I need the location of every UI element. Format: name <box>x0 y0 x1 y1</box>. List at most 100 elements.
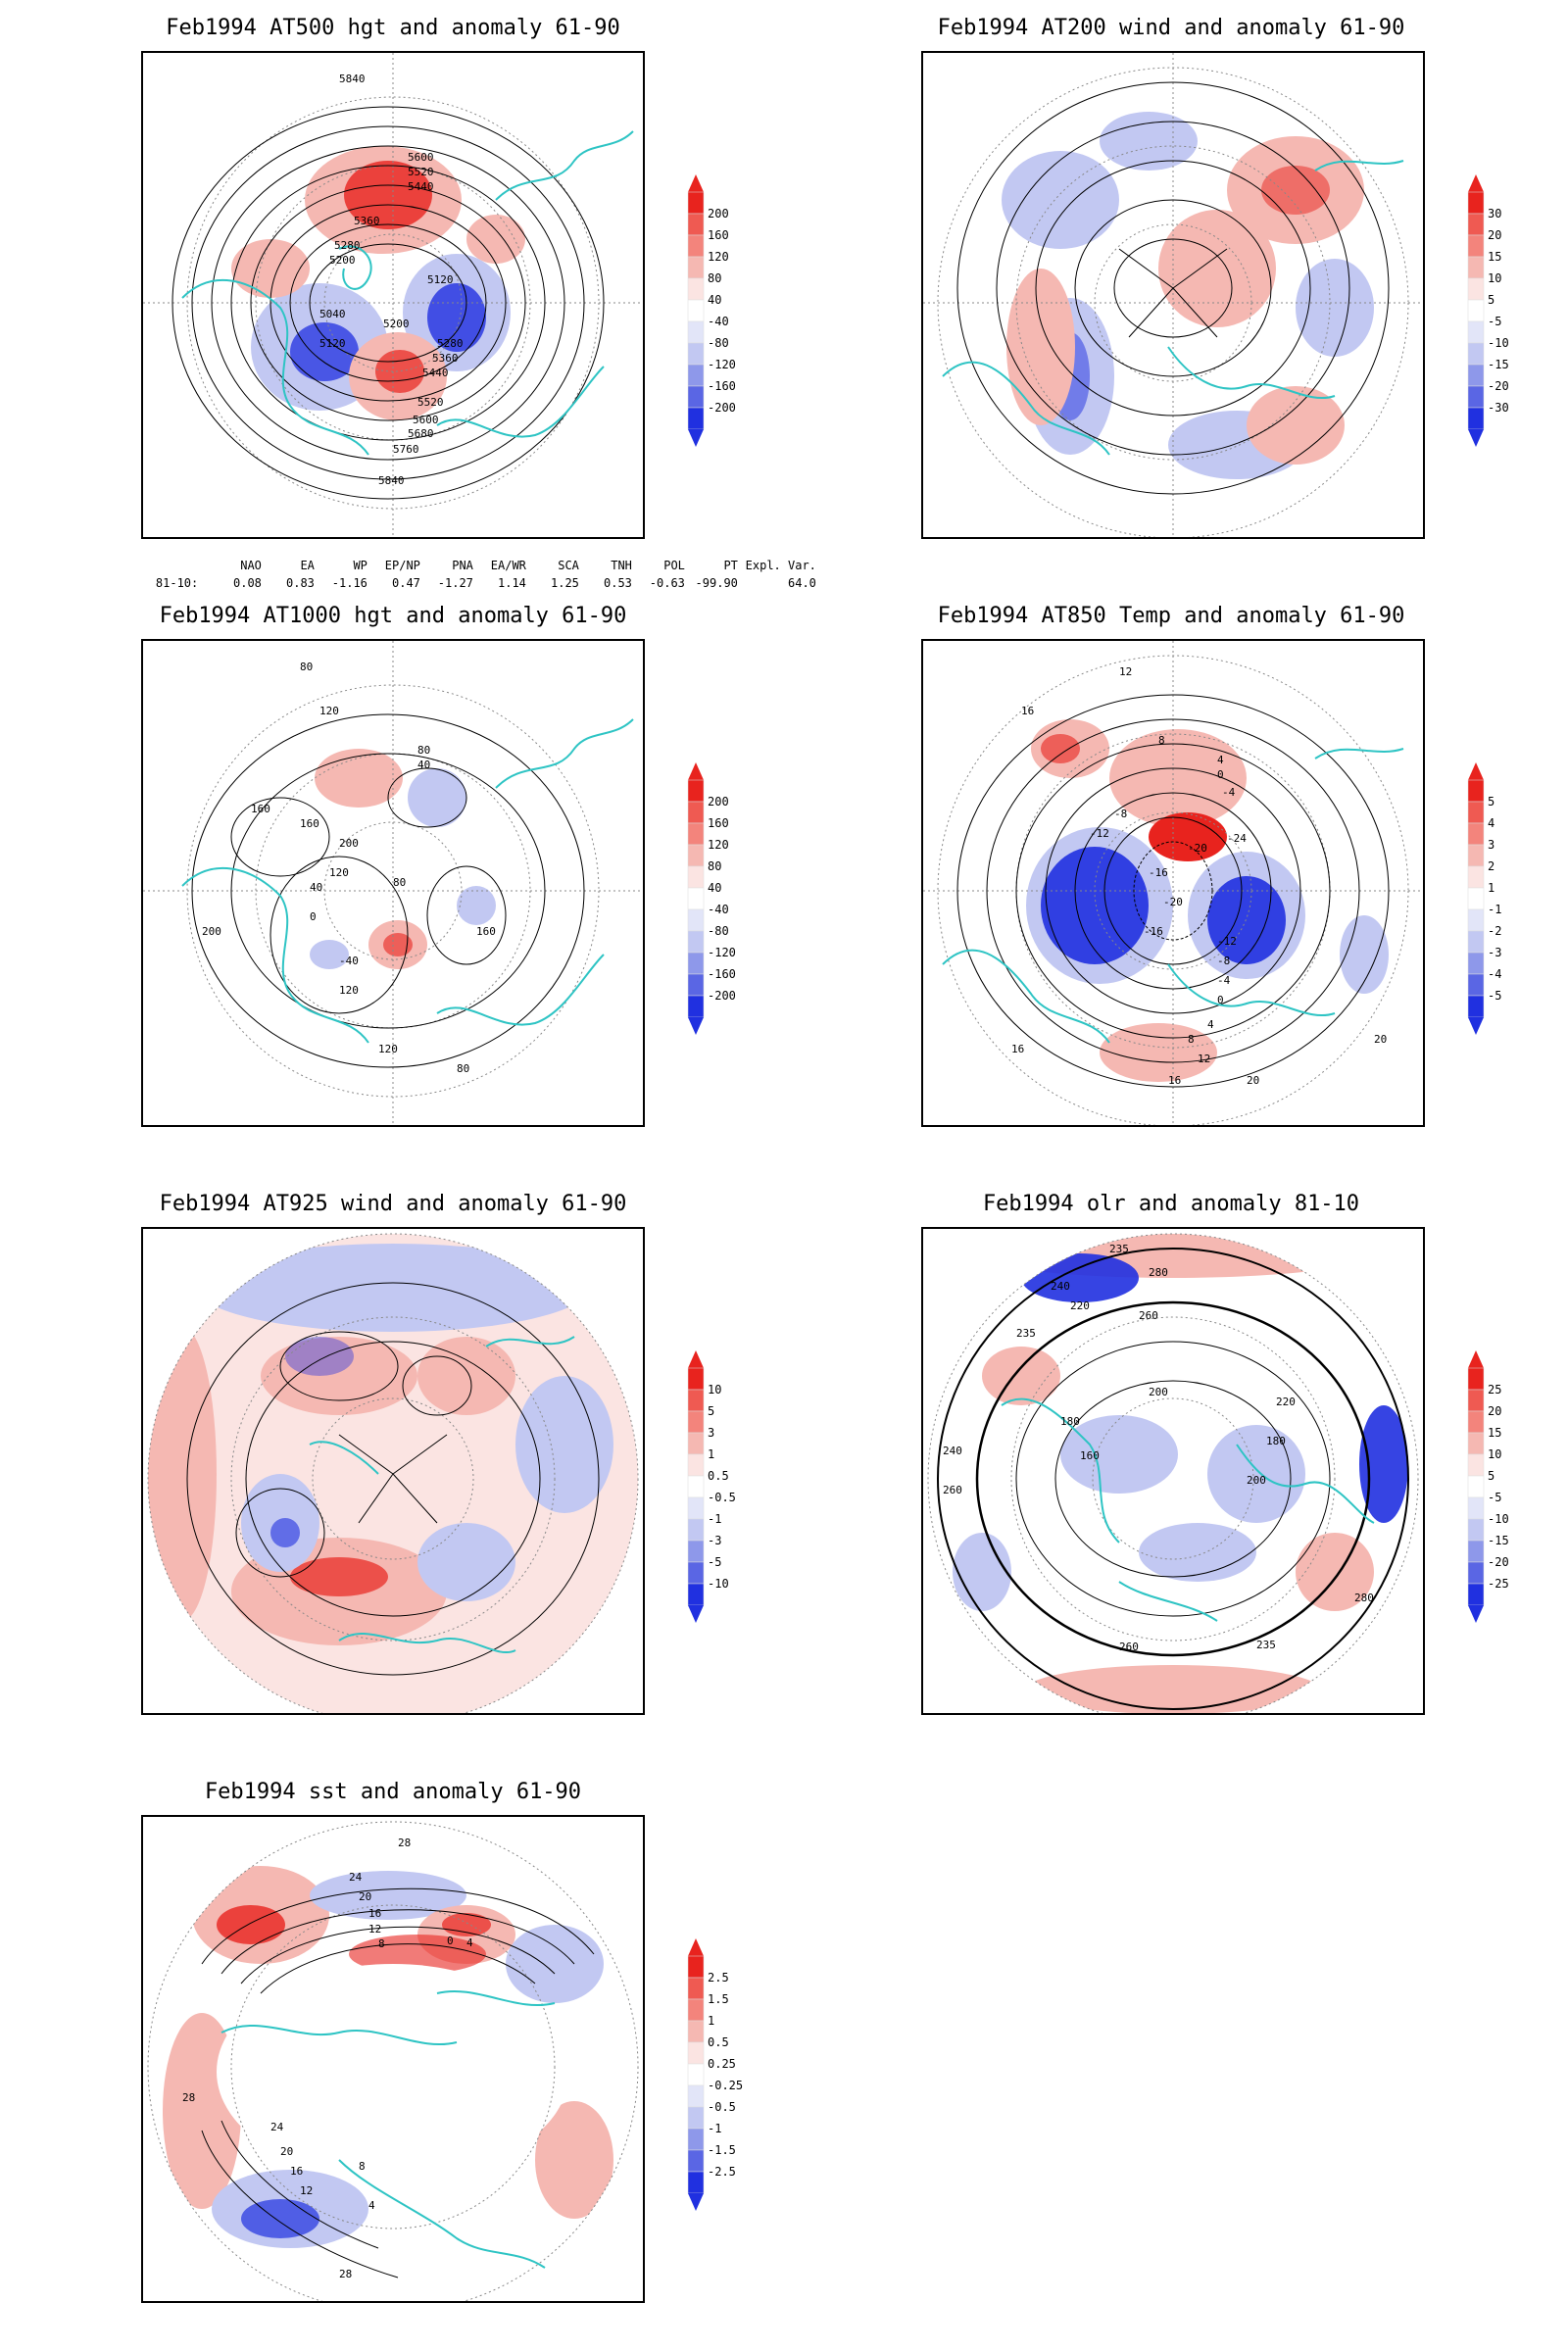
polar-grid <box>147 1821 639 2301</box>
colorbar-tick-label: -2 <box>1488 924 1501 938</box>
idx-val: -0.63 <box>649 576 685 590</box>
contour-label: 220 <box>1276 1396 1296 1408</box>
contour-label: 280 <box>1149 1266 1168 1279</box>
contour-label: 40 <box>417 759 430 771</box>
map-at1000: 80 120 80 40 160 200 160 120 80 40 0 -40… <box>141 639 645 1127</box>
contour-label: 5600 <box>408 151 434 164</box>
colorbar-tick-label: -120 <box>708 946 736 959</box>
colorbar-segment <box>687 1367 705 1391</box>
idx-head: Expl. Var. <box>745 559 816 572</box>
colorbar-bottom-arrow <box>688 2193 704 2211</box>
idx-val: 1.14 <box>498 576 526 590</box>
contour-label: 20 <box>1247 1074 1259 1087</box>
colorbar-segment <box>687 822 705 846</box>
colorbar-tick-label: -1 <box>708 1512 721 1526</box>
contour-label: 20 <box>359 1890 371 1903</box>
contour-label: 4 <box>1207 1018 1214 1031</box>
colorbar-tick-label: -10 <box>1488 1512 1509 1526</box>
contour-label: 280 <box>1354 1592 1374 1604</box>
colorbar-at500: 200 160 120 80 40 -40 -80 -120 -160 -200 <box>686 172 745 447</box>
colorbar-bottom-arrow <box>1468 429 1484 447</box>
colorbar-segment <box>687 1389 705 1412</box>
contour-label: 120 <box>319 705 339 717</box>
colorbar-segment <box>1467 299 1485 322</box>
contour-label: 5200 <box>329 254 356 267</box>
contour-label: 5440 <box>422 367 449 379</box>
colorbar-tick-label: 5 <box>1488 795 1494 808</box>
contour-label: -8 <box>1114 808 1127 820</box>
colorbar-top-arrow <box>1468 174 1484 192</box>
colorbar-segment <box>687 277 705 301</box>
colorbar-tick-label: -3 <box>1488 946 1501 959</box>
contour-label: -40 <box>339 955 359 967</box>
contour-label: 200 <box>339 837 359 850</box>
colorbar-segment <box>687 995 705 1018</box>
contour-label: 200 <box>1149 1386 1168 1398</box>
colorbar-segment <box>1467 277 1485 301</box>
colorbar-top-arrow <box>688 174 704 192</box>
contour-label: 24 <box>349 1871 363 1884</box>
contour-label: 28 <box>182 2091 195 2104</box>
contour-label: 180 <box>1060 1415 1080 1428</box>
contour-label: 16 <box>1011 1043 1024 1055</box>
colorbar-segment <box>687 1540 705 1563</box>
colorbar-tick-label: -80 <box>708 924 729 938</box>
colorbar-segment <box>687 2041 705 2065</box>
anomaly-shading <box>1002 112 1374 479</box>
contour-label: 80 <box>417 744 430 757</box>
coastlines <box>181 130 634 456</box>
contour-label: 16 <box>1021 705 1034 717</box>
colorbar-segment <box>1467 1410 1485 1434</box>
contour-label: 180 <box>1266 1435 1286 1447</box>
colorbar-segment <box>1467 908 1485 932</box>
colorbar-tick-label: 1 <box>708 2014 714 2028</box>
idx-head: PNA <box>452 559 473 572</box>
colorbar-segment <box>687 779 705 803</box>
contour-label: 5280 <box>437 337 464 350</box>
colorbar-segment <box>1467 234 1485 258</box>
colorbar-segment <box>687 191 705 215</box>
colorbar-segment <box>1467 1432 1485 1455</box>
colorbar-segment <box>687 320 705 344</box>
colorbar-top-arrow <box>688 1938 704 1956</box>
streamlines <box>956 81 1390 495</box>
colorbar-segment <box>1467 191 1485 215</box>
idx-val: 1.25 <box>551 576 579 590</box>
coastlines <box>942 748 1404 1044</box>
colorbar-tick-label: 25 <box>1488 1383 1501 1396</box>
colorbar-bottom-arrow <box>688 1605 704 1623</box>
colorbar-bottom-arrow <box>688 429 704 447</box>
colorbar-segment <box>687 1977 705 2000</box>
contour-label: 0 <box>310 910 317 923</box>
idx-head: PT <box>723 559 738 572</box>
contour-label: 260 <box>1139 1309 1158 1322</box>
colorbar-segment <box>687 1583 705 1606</box>
map-at200 <box>921 51 1425 539</box>
colorbar-tick-label: 10 <box>1488 271 1501 285</box>
colorbar-tick-label: 80 <box>708 271 721 285</box>
colorbar-segment <box>1467 385 1485 409</box>
colorbar-tick-label: 200 <box>708 207 729 220</box>
colorbar-tick-label: 0.25 <box>708 2057 736 2071</box>
colorbar-at850: 5 4 3 2 1 -1 -2 -3 -4 -5 <box>1466 760 1525 1035</box>
colorbar-tick-label: 20 <box>1488 1404 1501 1418</box>
contour-label: 0 <box>447 1935 454 1947</box>
contour-label: 5360 <box>432 352 459 365</box>
colorbar-segment <box>1467 973 1485 997</box>
idx-val: -1.27 <box>437 576 473 590</box>
colorbar-tick-label: -1 <box>708 2122 721 2135</box>
colorbar-tick-label: 1 <box>1488 881 1494 895</box>
colorbar-tick-label: -3 <box>708 1534 721 1547</box>
colorbar-at1000: 200 160 120 80 40 -40 -80 -120 -160 -200 <box>686 760 745 1035</box>
contour-label: 8 <box>378 1937 385 1950</box>
colorbar-tick-label: 5 <box>1488 1469 1494 1483</box>
colorbar-segment <box>687 1955 705 1979</box>
contour-labels: 235 280 260 240 220 235 200 180 160 180 … <box>943 1243 1374 1653</box>
map-at500: 5840 5600 5520 5440 5360 5280 5200 5120 … <box>141 51 645 539</box>
colorbar-tick-label: -15 <box>1488 358 1509 371</box>
idx-val: -1.16 <box>331 576 368 590</box>
colorbar-tick-label: -1.5 <box>708 2143 736 2157</box>
contour-label: 4 <box>466 1936 473 1949</box>
colorbar-segment <box>1467 1540 1485 1563</box>
colorbar-bottom-arrow <box>1468 1605 1484 1623</box>
